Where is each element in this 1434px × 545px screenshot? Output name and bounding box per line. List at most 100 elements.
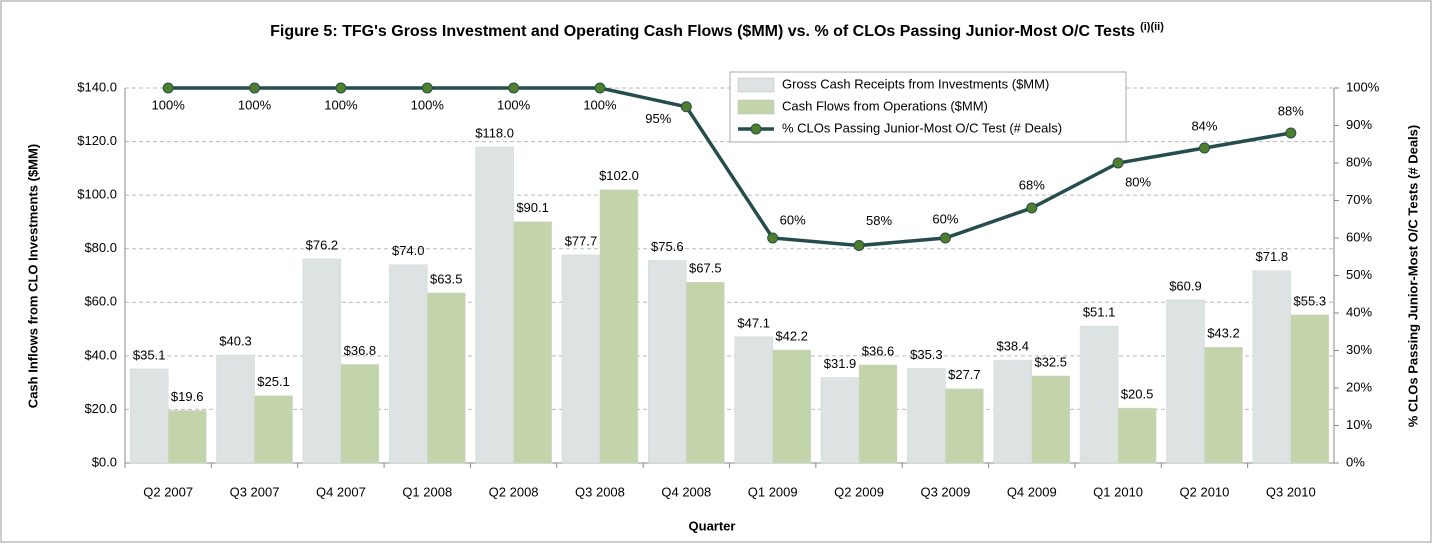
line-value-label: 100% <box>411 97 445 112</box>
y2-tick-label: 30% <box>1346 342 1372 357</box>
line-marker <box>939 232 951 244</box>
line-marker <box>1198 142 1210 154</box>
bar <box>945 388 984 464</box>
line-marker <box>1112 157 1124 169</box>
x-tick-label: Q1 2010 <box>1093 484 1143 499</box>
x-tick-label: Q2 2007 <box>143 484 193 499</box>
line-value-label: 60% <box>780 212 806 227</box>
bar <box>302 258 342 464</box>
legend-label: % CLOs Passing Junior-Most O/C Test (# D… <box>782 120 1062 135</box>
bar <box>389 264 428 464</box>
line-marker <box>1285 127 1297 139</box>
line-marker <box>335 82 347 94</box>
line-value-label: 84% <box>1191 118 1217 133</box>
line-marker <box>421 82 433 94</box>
x-tick-label: Q4 2007 <box>316 484 366 499</box>
bar-value-label: $71.8 <box>1256 249 1289 264</box>
line-marker <box>249 82 261 94</box>
bar-value-label: $25.1 <box>257 374 290 389</box>
x-tick-label: Q1 2008 <box>402 484 452 499</box>
bar <box>820 377 860 464</box>
bar-value-label: $118.0 <box>475 125 514 140</box>
legend-label: Cash Flows from Operations ($MM) <box>782 98 988 113</box>
x-tick-label: Q2 2008 <box>489 484 539 499</box>
line-value-label: 100% <box>497 97 531 112</box>
bar-value-label: $31.9 <box>824 356 857 371</box>
y-tick-label: $40.0 <box>84 347 117 362</box>
bar <box>648 260 687 464</box>
y-tick-label: $100.0 <box>77 187 117 202</box>
y-tick-label: $20.0 <box>84 401 117 416</box>
y2-tick-label: 20% <box>1346 379 1372 394</box>
line-value-label: 100% <box>152 97 186 112</box>
x-axis-label: Quarter <box>689 518 736 533</box>
bar-value-label: $43.2 <box>1207 326 1240 341</box>
y2-tick-label: 80% <box>1346 154 1372 169</box>
title-note: (i)(ii) <box>1140 21 1164 33</box>
bar-value-label: $32.5 <box>1034 354 1067 369</box>
line-marker <box>680 101 692 113</box>
line-marker <box>853 240 865 251</box>
x-tick-label: Q4 2009 <box>1007 484 1057 499</box>
bar <box>254 395 293 464</box>
line-marker <box>594 82 606 94</box>
y2-tick-label: 10% <box>1346 417 1372 432</box>
bar <box>167 410 207 464</box>
bar-value-label: $74.0 <box>392 243 425 258</box>
line-value-label: 100% <box>238 97 272 112</box>
bar <box>1290 314 1330 464</box>
legend-marker <box>750 123 762 135</box>
bar-value-label: $42.2 <box>775 328 808 343</box>
bar <box>1079 325 1119 464</box>
line-value-label: 80% <box>1125 174 1151 189</box>
legend-swatch <box>737 77 775 93</box>
bar <box>599 189 639 464</box>
bar-value-label: $35.3 <box>910 347 943 362</box>
line-value-label: 58% <box>866 213 892 228</box>
y2-tick-label: 40% <box>1346 304 1372 319</box>
bar <box>907 368 946 464</box>
bar-value-label: $63.5 <box>430 271 463 286</box>
bar <box>513 221 552 464</box>
y-axis-label: Cash Inflows from CLO Investments ($MM) <box>25 144 40 408</box>
x-tick-label: Q1 2009 <box>748 484 798 499</box>
line-value-label: 60% <box>932 211 958 226</box>
line-value-label: 68% <box>1019 177 1045 192</box>
bar <box>1166 299 1205 464</box>
bar <box>129 368 169 464</box>
bar <box>427 292 466 464</box>
x-tick-label: Q3 2008 <box>575 484 625 499</box>
y2-tick-label: 90% <box>1346 117 1372 132</box>
y2-tick-label: 60% <box>1346 229 1372 244</box>
legend: Gross Cash Receipts from Investments ($M… <box>729 71 1127 143</box>
x-tick-label: Q2 2009 <box>834 484 884 499</box>
bar <box>1204 347 1243 464</box>
bar-value-label: $35.1 <box>133 347 166 362</box>
y-tick-label: $80.0 <box>84 240 117 255</box>
x-tick-label: Q3 2010 <box>1266 484 1316 499</box>
y2-tick-label: 70% <box>1346 192 1372 207</box>
y-tick-label: $140.0 <box>77 79 117 94</box>
y2-tick-label: 100% <box>1346 79 1380 94</box>
bar-value-label: $36.8 <box>344 343 377 358</box>
bar-value-label: $102.0 <box>599 168 639 183</box>
bar-value-label: $76.2 <box>306 237 339 252</box>
bar <box>772 349 811 464</box>
line-value-label: 100% <box>324 97 358 112</box>
bar-value-label: $90.1 <box>516 200 549 215</box>
chart-title: Figure 5: TFG's Gross Investment and Ope… <box>270 21 1164 40</box>
bar-value-label: $20.5 <box>1121 387 1154 402</box>
line-value-label: 95% <box>645 111 671 126</box>
bar <box>993 359 1033 464</box>
bar-value-label: $75.6 <box>651 239 684 254</box>
bar-value-label: $77.7 <box>565 233 598 248</box>
bar-value-label: $67.5 <box>689 261 722 276</box>
bar <box>858 364 898 464</box>
legend-label: Gross Cash Receipts from Investments ($M… <box>782 76 1049 91</box>
line-marker <box>162 82 174 94</box>
line-value-label: 88% <box>1278 103 1304 118</box>
bar <box>686 281 725 464</box>
x-tick-label: Q4 2008 <box>661 484 711 499</box>
line-marker <box>767 232 779 244</box>
